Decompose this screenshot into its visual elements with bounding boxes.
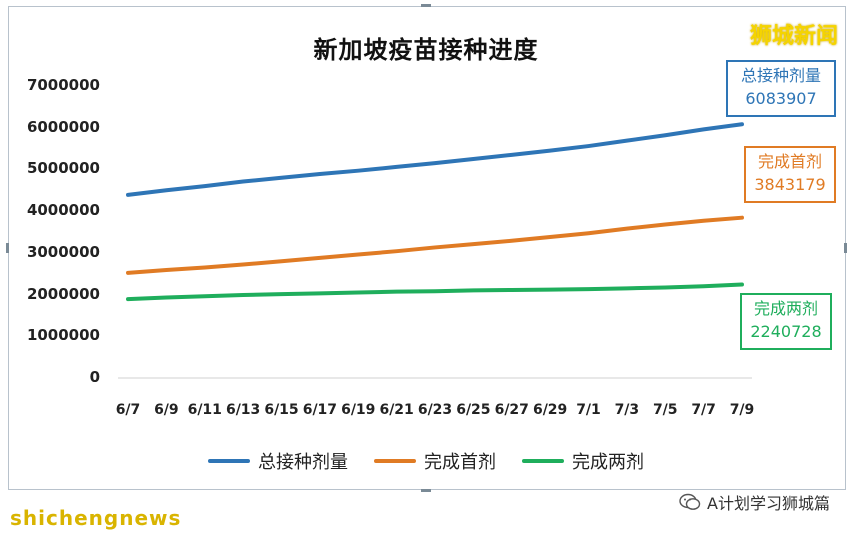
y-tick-label: 6000000 xyxy=(26,117,100,136)
watermark-text: shichengnews xyxy=(10,506,182,530)
y-tick-label: 4000000 xyxy=(26,201,100,220)
legend-item-two: 完成两剂 xyxy=(522,448,644,474)
x-tick-label: 6/11 xyxy=(187,402,222,418)
brand-logo: 狮城新闻 xyxy=(749,24,838,49)
resize-handle-left[interactable] xyxy=(6,243,9,253)
callout-value: 6083907 xyxy=(745,89,817,108)
legend-item-first: 完成首剂 xyxy=(374,448,496,474)
x-tick-label: 6/7 xyxy=(115,402,141,418)
wechat-icon xyxy=(679,493,701,510)
series-line-1 xyxy=(126,215,744,275)
y-tick-label: 3000000 xyxy=(26,242,100,261)
callout-label: 总接种剂量 xyxy=(740,66,821,85)
callout-first-dose: 完成首剂 3843179 xyxy=(744,146,836,203)
resize-handle-top[interactable] xyxy=(421,4,431,7)
x-tick-label: 7/7 xyxy=(691,402,716,418)
y-tick-label: 5000000 xyxy=(26,159,100,178)
x-tick-label: 7/3 xyxy=(614,402,640,418)
x-tick-label: 6/23 xyxy=(417,402,453,418)
x-tick-label: 6/15 xyxy=(264,402,299,418)
x-tick-label: 7/5 xyxy=(652,402,678,418)
x-tick-label: 6/21 xyxy=(379,402,414,418)
series-line-2 xyxy=(126,282,744,302)
y-tick-label: 2000000 xyxy=(26,284,100,303)
callout-label: 完成两剂 xyxy=(753,299,818,318)
x-tick-label: 6/13 xyxy=(225,402,261,418)
x-tick-label: 6/25 xyxy=(456,402,491,418)
legend-swatch xyxy=(374,459,416,463)
x-tick-label: 6/17 xyxy=(302,402,338,418)
chart-title: 新加坡疫苗接种进度 xyxy=(313,36,539,64)
callout-total-doses: 总接种剂量 6083907 xyxy=(726,60,836,117)
callout-value: 3843179 xyxy=(754,175,826,194)
x-tick-label: 7/1 xyxy=(576,402,601,418)
callout-two-doses: 完成两剂 2240728 xyxy=(740,293,832,350)
x-tick-label: 7/9 xyxy=(729,402,755,418)
x-tick-label: 6/19 xyxy=(341,402,376,418)
legend-item-total: 总接种剂量 xyxy=(208,448,348,474)
y-tick-label: 1000000 xyxy=(26,326,100,345)
x-tick-label: 6/9 xyxy=(154,402,179,418)
series-line-0 xyxy=(126,122,744,197)
legend-swatch xyxy=(522,459,564,463)
legend-label: 完成首剂 xyxy=(424,452,496,473)
legend-label: 完成两剂 xyxy=(572,452,644,473)
chart-legend: 总接种剂量 完成首剂 完成两剂 xyxy=(0,448,852,474)
y-tick-label: 7000000 xyxy=(26,76,100,94)
x-tick-label: 6/27 xyxy=(494,402,529,418)
legend-swatch xyxy=(208,459,250,463)
y-tick-label: 0 xyxy=(89,368,100,386)
resize-handle-right[interactable] xyxy=(844,243,847,253)
x-tick-label: 6/29 xyxy=(532,402,568,418)
legend-label: 总接种剂量 xyxy=(258,452,348,473)
resize-handle-bottom[interactable] xyxy=(421,489,431,492)
wechat-source: A计划学习狮城篇 xyxy=(679,490,830,514)
callout-label: 完成首剂 xyxy=(757,152,822,171)
callout-value: 2240728 xyxy=(750,322,822,341)
source-account-name: A计划学习狮城篇 xyxy=(707,494,830,513)
